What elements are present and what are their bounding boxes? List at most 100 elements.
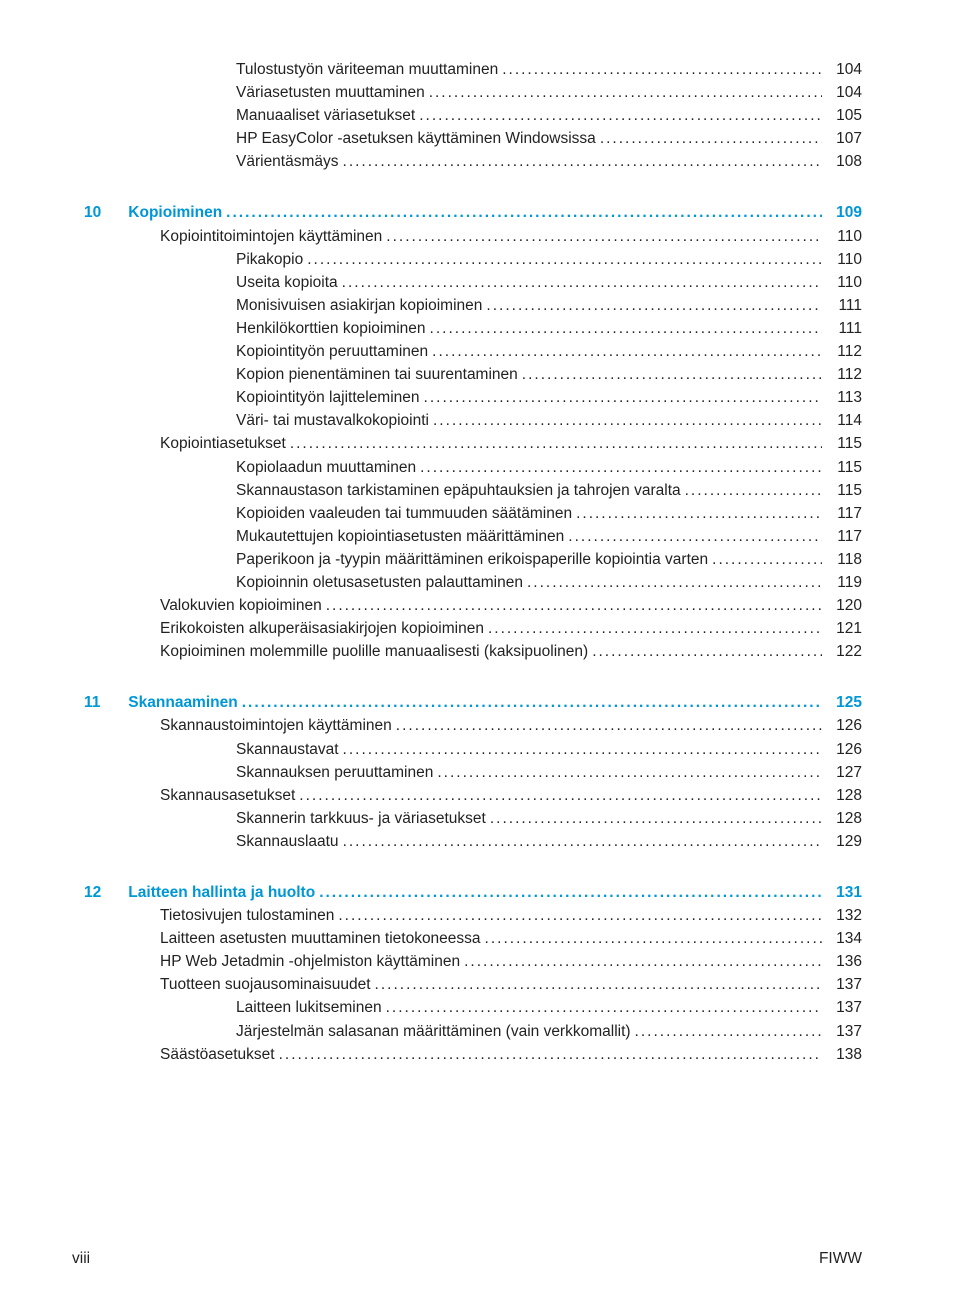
toc-entry-page: 138 xyxy=(826,1043,862,1066)
footer-code-right: FIWW xyxy=(819,1250,862,1268)
toc-entry-page: 131 xyxy=(826,881,862,904)
toc-entry-label: Järjestelmän salasanan määrittäminen (va… xyxy=(236,1020,631,1043)
toc-leader-dots xyxy=(375,973,822,996)
toc-entry-label: Manuaaliset väriasetukset xyxy=(236,104,415,127)
toc-leader-dots xyxy=(527,571,822,594)
toc-entry-row: Värientäsmäys 108 xyxy=(0,150,960,173)
toc-entry-page: 121 xyxy=(826,617,862,640)
toc-leader-dots xyxy=(485,927,822,950)
toc-entry-page: 127 xyxy=(826,761,862,784)
toc-entry-label: Laitteen asetusten muuttaminen tietokone… xyxy=(160,927,481,950)
toc-entry-page: 137 xyxy=(826,996,862,1019)
toc-entry-label: Valokuvien kopioiminen xyxy=(160,594,322,617)
toc-entry-page: 134 xyxy=(826,927,862,950)
toc-entry-label: Erikokoisten alkuperäisasiakirjojen kopi… xyxy=(160,617,484,640)
toc-entry-page: 122 xyxy=(826,640,862,663)
toc-entry-row: Skannausasetukset128 xyxy=(0,784,960,807)
toc-entry-row: Manuaaliset väriasetukset105 xyxy=(0,104,960,127)
toc-entry-page: 115 xyxy=(826,479,862,502)
toc-entry-page: 104 xyxy=(826,81,862,104)
toc-chapter-row: 12 Laitteen hallinta ja huolto131 xyxy=(0,881,960,904)
toc-chapter-title: Kopioiminen xyxy=(124,204,222,221)
toc-entry-label: Kopiolaadun muuttaminen xyxy=(236,456,416,479)
toc-entry-page: 108 xyxy=(826,150,862,173)
toc-entry-label: Kopiointiasetukset xyxy=(160,432,286,455)
toc-entry-row: Säästöasetukset 138 xyxy=(0,1043,960,1066)
toc-entry-page: 110 xyxy=(826,271,862,294)
toc-chapter-number: 11 xyxy=(84,691,124,714)
toc-entry-label: Tuotteen suojausominaisuudet xyxy=(160,973,371,996)
toc-entry-page: 117 xyxy=(826,502,862,525)
toc-entry-page: 126 xyxy=(826,738,862,761)
toc-entry-label: Värientäsmäys xyxy=(236,150,339,173)
toc-leader-dots xyxy=(433,409,822,432)
toc-leader-dots xyxy=(299,784,822,807)
toc-entry-page: 113 xyxy=(826,386,862,409)
toc-entry-label: Säästöasetukset xyxy=(160,1043,275,1066)
toc-entry-row: Kopiointitoimintojen käyttäminen110 xyxy=(0,225,960,248)
toc-entry-page: 109 xyxy=(826,201,862,224)
toc-entry-page: 110 xyxy=(826,225,862,248)
toc-entry-row: Mukautettujen kopiointiasetusten määritt… xyxy=(0,525,960,548)
toc-leader-dots xyxy=(343,150,822,173)
toc-entry-label: Kopion pienentäminen tai suurentaminen xyxy=(236,363,518,386)
toc-leader-dots xyxy=(242,691,822,714)
toc-entry-page: 111 xyxy=(826,317,862,340)
toc-leader-dots xyxy=(343,830,822,853)
page-root: Tulostustyön väriteeman muuttaminen104Vä… xyxy=(0,0,960,1312)
toc-entry-page: 112 xyxy=(826,363,862,386)
toc-entry-row: Skannauslaatu129 xyxy=(0,830,960,853)
toc-entry-page: 104 xyxy=(826,58,862,81)
toc-entry-row: Valokuvien kopioiminen 120 xyxy=(0,594,960,617)
toc-leader-dots xyxy=(386,996,822,1019)
section-gap xyxy=(0,663,960,691)
toc-entry-page: 118 xyxy=(826,548,862,571)
section-gap xyxy=(0,173,960,201)
toc-leader-dots xyxy=(319,881,822,904)
toc-leader-dots xyxy=(488,617,822,640)
toc-entry-row: Henkilökorttien kopioiminen 111 xyxy=(0,317,960,340)
toc-leader-dots xyxy=(502,58,822,81)
toc-entry-row: Järjestelmän salasanan määrittäminen (va… xyxy=(0,1020,960,1043)
toc-entry-label: Useita kopioita xyxy=(236,271,338,294)
toc-leader-dots xyxy=(290,432,822,455)
toc-entry-page: 119 xyxy=(826,571,862,594)
toc-entry-label: Henkilökorttien kopioiminen xyxy=(236,317,426,340)
toc-chapter-row: 11 Skannaaminen125 xyxy=(0,691,960,714)
toc-entry-row: Kopiointiasetukset115 xyxy=(0,432,960,455)
toc-entry-label: 10 Kopioiminen xyxy=(84,201,222,224)
toc-entry-row: Skannaustoimintojen käyttäminen 126 xyxy=(0,714,960,737)
toc-leader-dots xyxy=(464,950,822,973)
toc-chapter-number: 10 xyxy=(84,201,124,224)
toc-entry-row: Skannerin tarkkuus- ja väriasetukset128 xyxy=(0,807,960,830)
toc-entry-row: Paperikoon ja -tyypin määrittäminen erik… xyxy=(0,548,960,571)
toc-entry-row: Kopioiden vaaleuden tai tummuuden säätäm… xyxy=(0,502,960,525)
toc-entry-row: Laitteen lukitseminen137 xyxy=(0,996,960,1019)
toc-entry-label: Pikakopio xyxy=(236,248,303,271)
toc-leader-dots xyxy=(592,640,822,663)
toc-entry-label: Skannaustavat xyxy=(236,738,339,761)
toc-entry-row: Skannaustason tarkistaminen epäpuhtauksi… xyxy=(0,479,960,502)
toc-leader-dots xyxy=(432,340,822,363)
toc-entry-page: 120 xyxy=(826,594,862,617)
toc-entry-page: 114 xyxy=(826,409,862,432)
toc-leader-dots xyxy=(326,594,822,617)
toc-entry-label: HP Web Jetadmin -ohjelmiston käyttäminen xyxy=(160,950,460,973)
toc-leader-dots xyxy=(338,904,822,927)
toc-entry-page: 132 xyxy=(826,904,862,927)
toc-chapter-row: 10 Kopioiminen 109 xyxy=(0,201,960,224)
toc-entry-label: HP EasyColor -asetuksen käyttäminen Wind… xyxy=(236,127,596,150)
toc-entry-page: 126 xyxy=(826,714,862,737)
toc-entry-page: 136 xyxy=(826,950,862,973)
toc-leader-dots xyxy=(685,479,822,502)
toc-entry-page: 117 xyxy=(826,525,862,548)
toc-entry-label: Monisivuisen asiakirjan kopioiminen xyxy=(236,294,482,317)
toc-entry-row: Monisivuisen asiakirjan kopioiminen111 xyxy=(0,294,960,317)
toc-leader-dots xyxy=(419,104,822,127)
toc-leader-dots xyxy=(635,1020,822,1043)
toc-entry-label: Skannaustoimintojen käyttäminen xyxy=(160,714,392,737)
toc-leader-dots xyxy=(430,317,822,340)
toc-chapter-title: Skannaaminen xyxy=(124,694,238,711)
toc-entry-label: 11 Skannaaminen xyxy=(84,691,238,714)
toc-leader-dots xyxy=(386,225,822,248)
